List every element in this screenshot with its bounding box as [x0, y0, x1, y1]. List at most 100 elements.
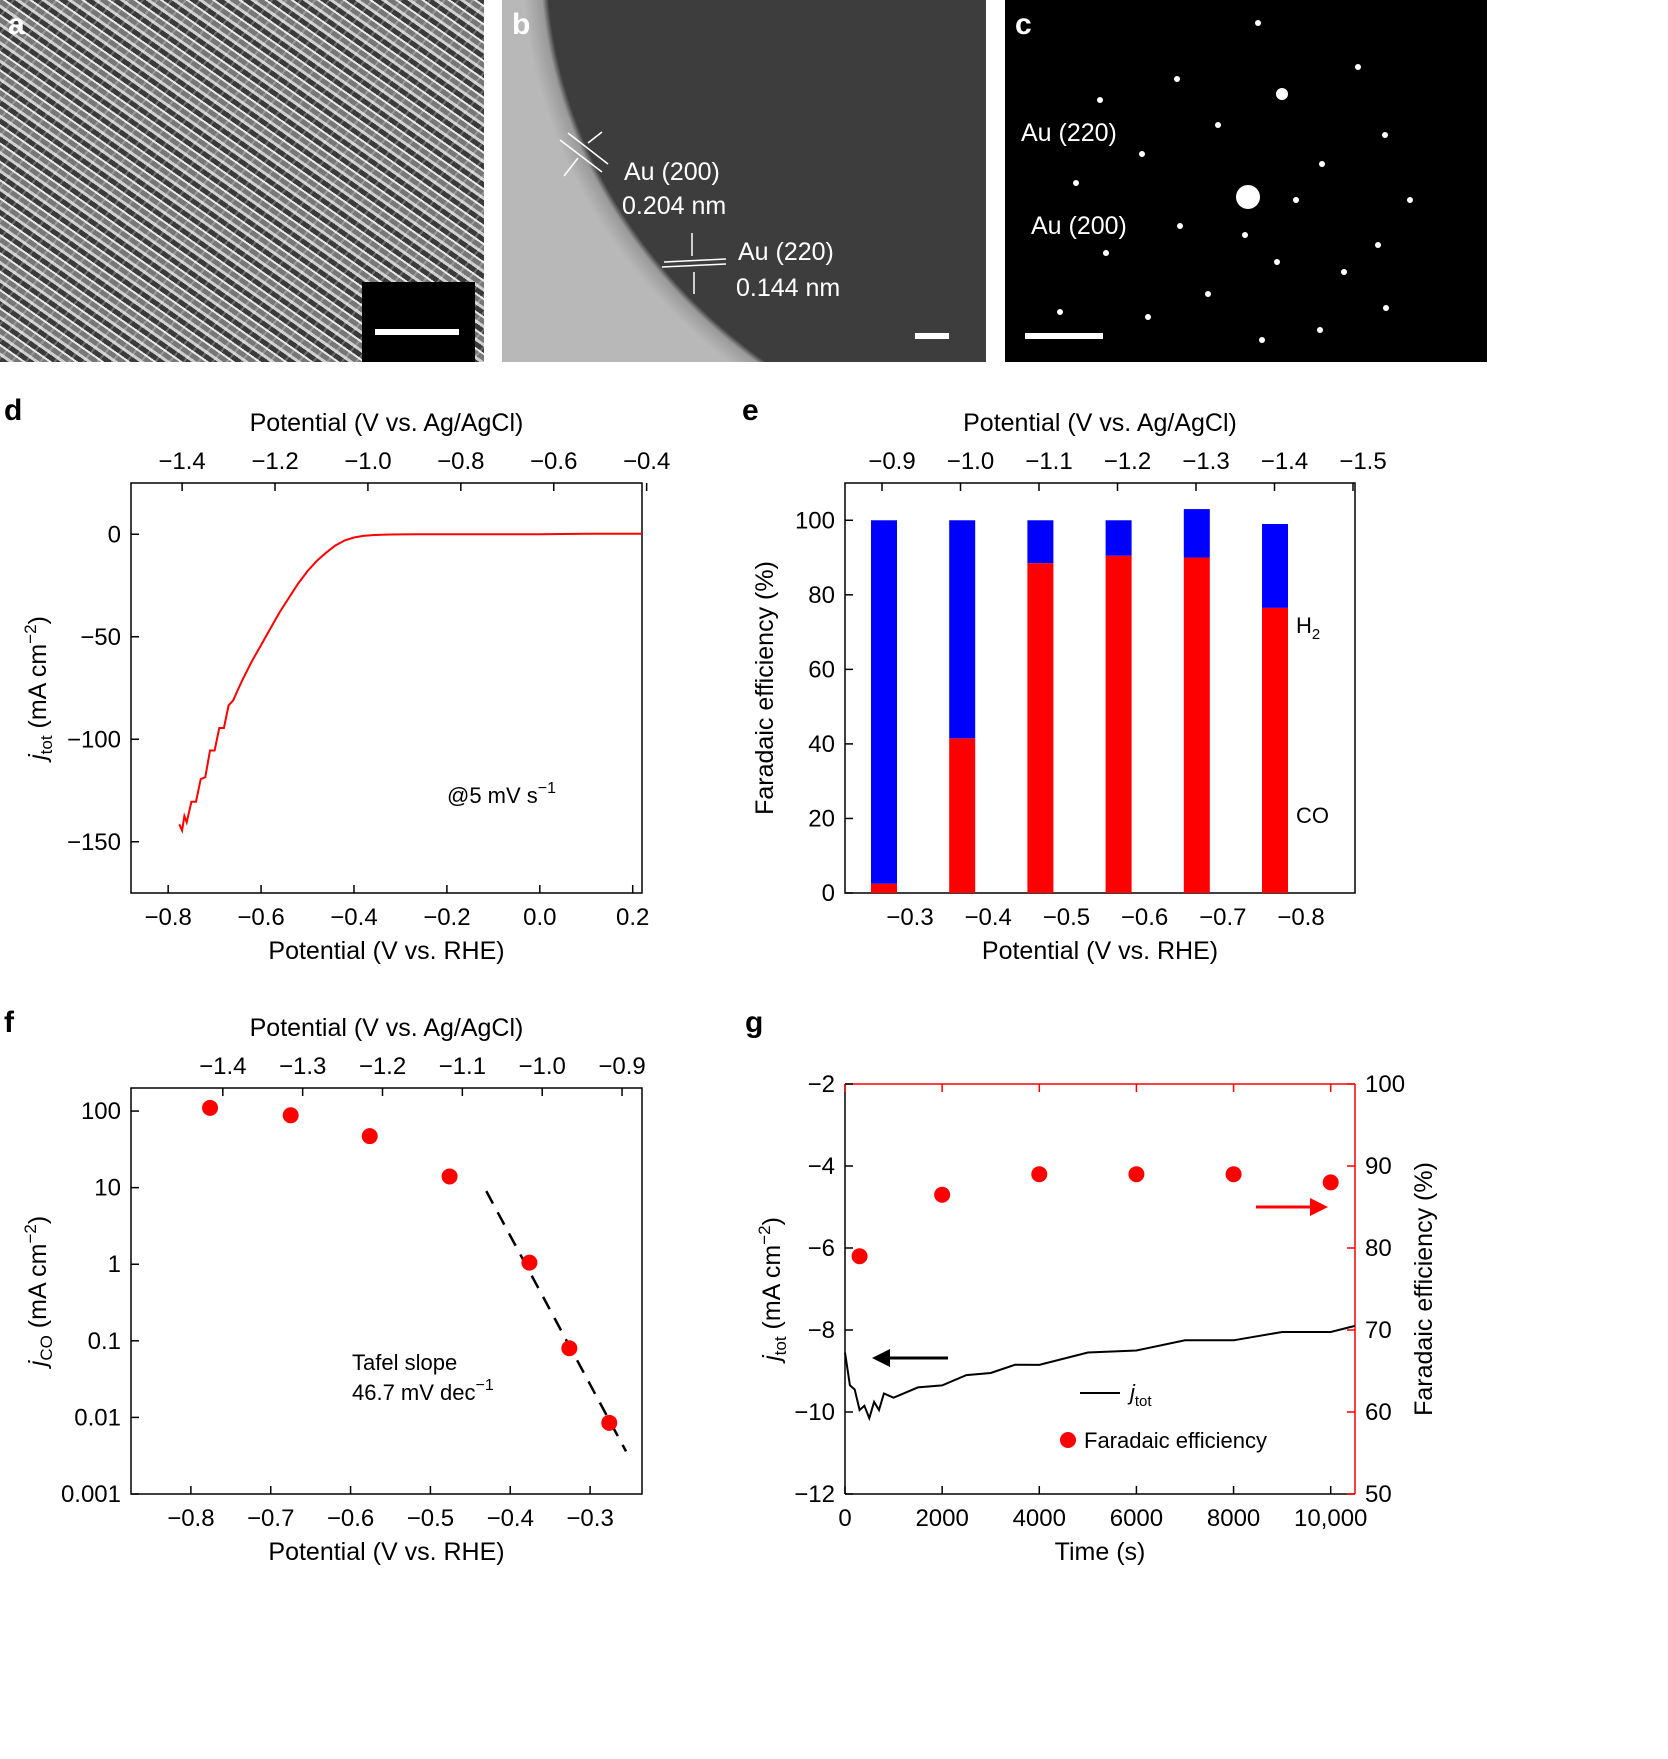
chart-g-xtick-label: 4000: [1013, 1505, 1066, 1532]
saed-spot: [1242, 232, 1248, 238]
chart-f-top-xtick-label: −0.9: [598, 1053, 645, 1080]
chart-f-top-xtick-label: −1.4: [199, 1053, 246, 1080]
chart-g-legend-fe-marker: [1060, 1432, 1076, 1448]
saed-label-220: Au (220): [1021, 119, 1117, 147]
chart-d-top-xtick-label: −1.2: [251, 448, 298, 475]
chart-g-ylabel: jtot (mA cm−2): [755, 1217, 790, 1364]
chart-e-ytick-label: 80: [808, 582, 835, 609]
chart-d-ytick-label: −150: [67, 829, 121, 856]
chart-e-faradaic-bars: −0.3 −0.4 −0.5 −0.6 −0.7 −0.8 −0.9 −1.0 −1.1 −1.2…: [751, 409, 1387, 965]
chart-g-arrow-right-head-icon: [1310, 1198, 1328, 1216]
saed-spot: [1375, 242, 1381, 248]
chart-f-point: [561, 1340, 578, 1357]
chart-d-top-xlabel: Potential (V vs. Ag/AgCl): [250, 409, 524, 437]
chart-g-xtick-label: 6000: [1110, 1505, 1163, 1532]
chart-f-top-xtick-label: −1.1: [439, 1053, 486, 1080]
chart-g-legend-fe: Faradaic efficiency: [1084, 1428, 1267, 1453]
saed-spot: [1177, 223, 1183, 229]
chart-g-fe-point: [851, 1248, 868, 1265]
chart-e-xtick-label: −0.3: [886, 904, 933, 931]
chart-f-tafel-fit-line: [485, 1190, 628, 1452]
scale-bar-box-a: [362, 282, 475, 362]
chart-f-ytick-label: 1: [108, 1251, 121, 1278]
chart-g-fe-point: [1031, 1166, 1048, 1183]
chart-e-bar-h2: [1262, 524, 1288, 608]
chart-f-top-xtick-label: −1.2: [359, 1053, 406, 1080]
saed-spot: [1255, 20, 1261, 26]
chart-f-ylabel: jCO (mA cm−2): [21, 1216, 56, 1369]
scale-bar-a: [375, 329, 459, 335]
panel-label-e: e: [742, 394, 759, 427]
panel-label-a: a: [8, 8, 25, 41]
chart-g-right-ytick-label: 50: [1365, 1481, 1392, 1508]
chart-e-ytick-label: 100: [795, 507, 835, 534]
saed-spot: [1407, 197, 1413, 203]
chart-e-bar-h2: [871, 520, 897, 884]
chart-e-bar-co: [949, 738, 976, 893]
chart-e-top-xtick-label: −1.3: [1182, 448, 1229, 475]
hrtem-label-200: Au (200): [624, 158, 720, 186]
chart-e-top-xtick-label: −1.5: [1339, 448, 1386, 475]
chart-d-xtick-label: −0.6: [237, 904, 284, 931]
saed-spot: [1319, 161, 1325, 167]
chart-e-legend-co: CO: [1296, 803, 1329, 828]
chart-d-series-line: [178, 532, 642, 834]
saed-label-200: Au (200): [1031, 212, 1127, 240]
chart-f-xtick-label: −0.5: [407, 1505, 454, 1532]
saed-spot: [1317, 327, 1323, 333]
saed-spot: [1383, 305, 1389, 311]
chart-g-xtick-label: 0: [838, 1505, 851, 1532]
saed-spot: [1293, 197, 1299, 203]
panel-label-d: d: [4, 394, 22, 427]
chart-g-right-ylabel: Faradaic efficiency (%): [1410, 1162, 1438, 1416]
chart-g-right-ytick-label: 90: [1365, 1153, 1392, 1180]
saed-spot: [1174, 76, 1180, 82]
chart-d-annotation: @5 mV s−1: [447, 780, 556, 808]
chart-d-lsv: −0.8 −0.6 −0.4 −0.2 0.0 0.2 −1.4 −1.2 −1.0 −0.8 −0…: [21, 409, 670, 965]
chart-e-bar-h2: [1027, 520, 1054, 564]
chart-e-ytick-label: 0: [822, 880, 835, 907]
chart-e-xtick-label: −0.5: [1043, 904, 1090, 931]
chart-e-top-xtick-label: −1.1: [1025, 448, 1072, 475]
chart-d-ytick-label: −100: [67, 726, 121, 753]
scale-bar-c: [1025, 333, 1103, 339]
chart-g-right-ytick-label: 70: [1365, 1317, 1392, 1344]
panel-label-g: g: [745, 1006, 763, 1039]
chart-f-annotation-line2: 46.7 mV dec−1: [352, 1377, 494, 1405]
chart-g-ytick-label: −2: [808, 1071, 835, 1098]
chart-f-point: [601, 1414, 618, 1431]
chart-f-xtick-label: −0.6: [327, 1505, 374, 1532]
chart-f-ytick-label: 10: [94, 1175, 121, 1202]
panel-label-c: c: [1015, 8, 1032, 41]
hrtem-spacing-220: 0.144 nm: [736, 274, 840, 302]
saed-spot: [1341, 269, 1347, 275]
chart-d-xtick-label: −0.8: [144, 904, 191, 931]
chart-f-top-xtick-label: −1.3: [279, 1053, 326, 1080]
chart-d-top-xtick-label: −1.4: [158, 448, 205, 475]
chart-e-xlabel: Potential (V vs. RHE): [982, 937, 1218, 965]
chart-e-bar-co: [1027, 563, 1054, 893]
hrtem-image-panel-b: b: [502, 0, 986, 362]
chart-f-xtick-label: −0.8: [167, 1505, 214, 1532]
chart-d-top-xtick-label: −1.0: [344, 448, 391, 475]
chart-g-fe-point: [934, 1186, 951, 1203]
chart-e-ytick-label: 60: [808, 656, 835, 683]
chart-g-right-ytick-label: 60: [1365, 1399, 1392, 1426]
chart-g-xtick-label: 10,000: [1294, 1505, 1367, 1532]
chart-g-fe-point: [1322, 1174, 1339, 1191]
chart-d-ytick-label: −50: [80, 624, 121, 651]
chart-f-xtick-label: −0.4: [487, 1505, 534, 1532]
chart-d-top-xtick-label: −0.4: [623, 448, 670, 475]
saed-spot: [1097, 97, 1103, 103]
chart-d-xtick-label: −0.4: [330, 904, 377, 931]
saed-spot: [1382, 132, 1388, 138]
saed-pattern-panel-c: c: [1005, 0, 1487, 362]
chart-g-xlabel: Time (s): [1055, 1538, 1146, 1566]
chart-f-xlabel: Potential (V vs. RHE): [268, 1538, 504, 1566]
chart-f-top-xlabel: Potential (V vs. Ag/AgCl): [250, 1014, 524, 1042]
chart-e-frame: [844, 482, 1356, 894]
chart-e-ytick-label: 20: [808, 805, 835, 832]
saed-spot: [1215, 122, 1221, 128]
chart-e-ytick-label: 40: [808, 731, 835, 758]
